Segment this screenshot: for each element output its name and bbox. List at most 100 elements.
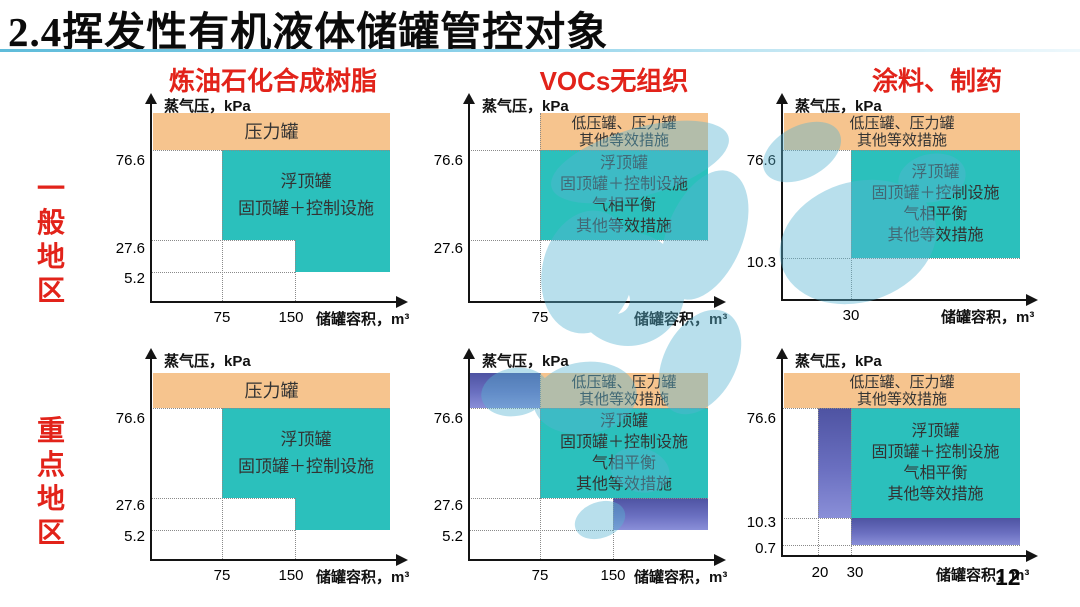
region-label: 低压罐、压力罐 xyxy=(571,373,677,391)
region-label: 其他等效措施 xyxy=(575,476,672,493)
y-axis xyxy=(781,103,783,299)
x-axis-label: 储罐容积，m³ xyxy=(634,311,728,328)
floating-roof-region-step xyxy=(295,240,390,272)
gridline xyxy=(540,373,541,559)
pressure-tank-region: 压力罐 xyxy=(153,373,390,408)
region-label: 浮顶罐 xyxy=(599,155,648,172)
gridline xyxy=(782,258,1020,259)
region-label: 气相平衡 xyxy=(903,465,968,482)
y-tick: 76.6 xyxy=(115,152,145,169)
y-axis-arrow-icon xyxy=(776,348,788,359)
pressure-tank-region: 压力罐 xyxy=(153,113,390,150)
y-tick: 76.6 xyxy=(433,152,463,169)
x-axis-arrow-icon xyxy=(396,296,408,308)
gridline xyxy=(851,150,852,299)
gridline xyxy=(782,518,851,519)
gridline xyxy=(818,408,819,557)
y-axis-arrow-icon xyxy=(145,348,157,359)
gridline xyxy=(151,408,390,409)
region-label: 气相平衡 xyxy=(903,206,968,223)
gridline xyxy=(469,150,708,151)
region-label: 固顶罐＋控制设施 xyxy=(238,199,374,218)
y-axis xyxy=(781,358,783,557)
x-axis xyxy=(150,301,398,303)
floating-roof-region: 浮顶罐 固顶罐＋控制设施 气相平衡 其他等效措施 xyxy=(851,150,1020,258)
row-header-key-area: 重点地区 xyxy=(36,415,65,548)
y-axis-label: 蒸气压，kPa xyxy=(164,353,251,370)
pressure-tank-region: 低压罐、压力罐 其他等效措施 xyxy=(784,373,1020,408)
region-label: 其他等效措施 xyxy=(578,390,669,408)
gridline xyxy=(222,150,223,301)
gridline xyxy=(151,530,295,531)
x-axis-label: 储罐容积，m³ xyxy=(941,309,1035,326)
region-label: 低压罐、压力罐 xyxy=(849,114,955,132)
y-axis-label: 蒸气压，kPa xyxy=(164,98,251,115)
x-axis-label: 储罐容积，m³ xyxy=(936,567,1030,584)
x-axis-arrow-icon xyxy=(396,554,408,566)
title-underline-divider xyxy=(0,49,1080,52)
x-axis xyxy=(781,555,1028,557)
y-tick: 27.6 xyxy=(115,497,145,514)
y-tick: 27.6 xyxy=(433,240,463,257)
region-label: 固顶罐＋控制设施 xyxy=(871,444,1000,461)
y-axis-arrow-icon xyxy=(463,348,475,359)
x-tick: 20 xyxy=(811,564,829,581)
y-tick: 5.2 xyxy=(442,528,463,545)
y-axis xyxy=(468,358,470,559)
region-label: 其他等效措施 xyxy=(887,486,984,503)
purple-extension-region xyxy=(818,408,851,518)
y-tick: 5.2 xyxy=(124,528,145,545)
gridline xyxy=(782,150,1020,151)
gridline xyxy=(295,498,296,559)
y-tick: 76.6 xyxy=(433,410,463,427)
x-tick: 75 xyxy=(213,567,231,584)
page-title: 2.4挥发性有机液体储罐管控对象 xyxy=(8,9,609,55)
y-axis-arrow-icon xyxy=(776,93,788,104)
x-axis xyxy=(781,299,1028,301)
x-axis-label: 储罐容积，m³ xyxy=(316,311,410,328)
gridline xyxy=(151,498,295,499)
y-tick: 76.6 xyxy=(115,410,145,427)
x-tick: 75 xyxy=(531,567,549,584)
purple-extension-region xyxy=(469,373,540,408)
pressure-tank-region: 低压罐、压力罐 其他等效措施 xyxy=(540,373,708,408)
region-label: 低压罐、压力罐 xyxy=(849,373,955,391)
gridline xyxy=(851,408,852,557)
region-label: 其他等效措施 xyxy=(856,390,947,408)
x-tick: 75 xyxy=(213,309,231,326)
region-label: 气相平衡 xyxy=(591,455,656,472)
pressure-tank-region: 低压罐、压力罐 其他等效措施 xyxy=(784,113,1020,150)
x-axis-arrow-icon xyxy=(1026,294,1038,306)
x-tick: 150 xyxy=(600,567,626,584)
region-label: 压力罐 xyxy=(244,380,299,401)
region-label: 浮顶罐 xyxy=(280,172,332,191)
floating-roof-region: 浮顶罐 固顶罐＋控制设施 气相平衡 其他等效措施 xyxy=(540,150,708,240)
y-axis xyxy=(150,358,152,559)
gridline xyxy=(469,498,708,499)
y-axis xyxy=(468,103,470,303)
y-tick: 10.3 xyxy=(746,254,776,271)
gridline xyxy=(782,545,1020,546)
region-label: 固顶罐＋控制设施 xyxy=(559,176,688,193)
y-tick: 76.6 xyxy=(746,152,776,169)
floating-roof-region: 浮顶罐 固顶罐＋控制设施 xyxy=(222,408,390,498)
x-axis-arrow-icon xyxy=(1026,550,1038,562)
region-label: 其他等效措施 xyxy=(578,131,669,149)
region-label: 气相平衡 xyxy=(591,197,656,214)
x-axis-label: 储罐容积，m³ xyxy=(634,569,728,586)
floating-roof-region: 浮顶罐 固顶罐＋控制设施 气相平衡 其他等效措施 xyxy=(540,408,708,498)
gridline xyxy=(295,240,296,301)
region-label: 低压罐、压力罐 xyxy=(571,114,677,132)
page-number: 12 xyxy=(995,564,1021,590)
x-tick: 150 xyxy=(278,567,304,584)
gridline xyxy=(540,113,541,301)
y-axis-label: 蒸气压，kPa xyxy=(795,353,882,370)
region-label: 固顶罐＋控制设施 xyxy=(871,185,1000,202)
x-tick: 75 xyxy=(531,309,549,326)
column-header-refining: 炼油石化合成树脂 xyxy=(168,66,377,96)
floating-roof-region: 浮顶罐 固顶罐＋控制设施 气相平衡 其他等效措施 xyxy=(851,408,1020,518)
region-label: 浮顶罐 xyxy=(599,413,648,430)
y-tick: 27.6 xyxy=(433,497,463,514)
region-label: 压力罐 xyxy=(244,121,299,142)
